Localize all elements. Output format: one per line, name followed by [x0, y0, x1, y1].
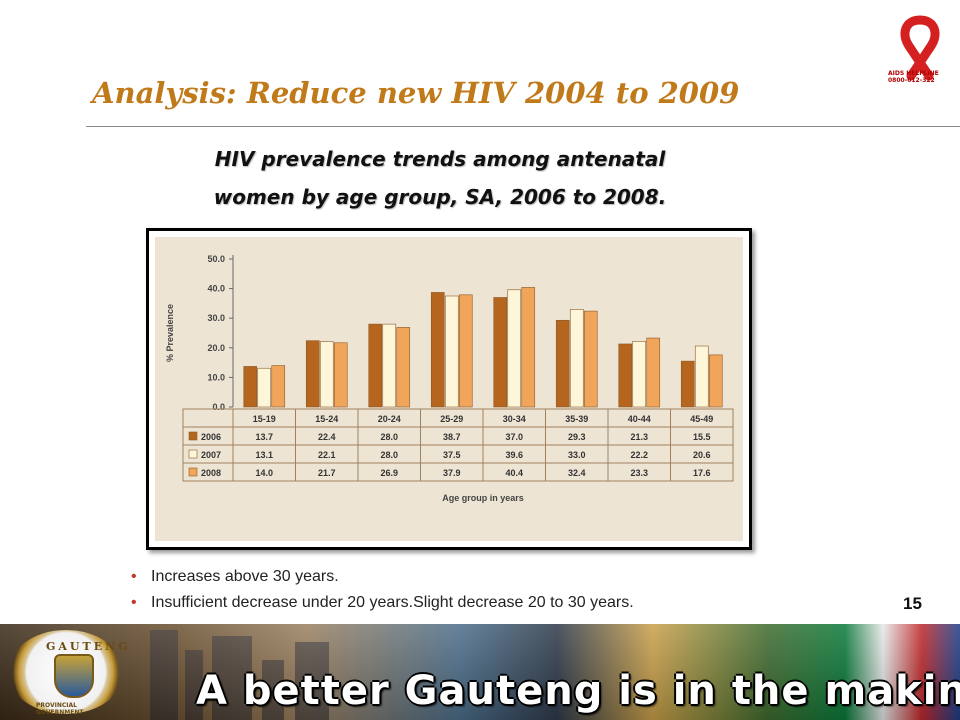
- data-label: 20.6: [693, 450, 711, 460]
- category-label: 35-39: [565, 414, 588, 424]
- bullet-list: Increases above 30 years. Insufficient d…: [131, 564, 634, 616]
- data-label: 22.1: [318, 450, 336, 460]
- chart-subtitle-line-1: HIV prevalence trends among antenatal: [214, 147, 666, 171]
- category-label: 40-44: [628, 414, 651, 424]
- data-label: 38.7: [443, 432, 461, 442]
- data-label: 26.9: [380, 468, 398, 478]
- data-label: 17.6: [693, 468, 711, 478]
- y-tick-label: 10.0: [207, 372, 225, 382]
- bar-2007: [569, 309, 584, 408]
- data-label: 13.7: [255, 432, 273, 442]
- bar-2007: [319, 341, 334, 408]
- gauteng-seal-logo: GAUTENG PROVINCIAL GOVERNMENT: [8, 630, 128, 716]
- data-label: 32.4: [568, 468, 586, 478]
- seal-subtitle: PROVINCIAL GOVERNMENT: [36, 702, 84, 716]
- bar-2008: [458, 294, 473, 408]
- category-label: 25-29: [440, 414, 463, 424]
- x-axis-label: Age group in years: [442, 493, 524, 503]
- bar-2008: [396, 327, 411, 408]
- seal-name: GAUTENG: [46, 640, 131, 653]
- footer-slogan: A better Gauteng is in the making: [196, 668, 960, 714]
- legend-label: 2006: [201, 432, 221, 442]
- data-label: 39.6: [505, 450, 523, 460]
- bar-2006: [368, 323, 383, 408]
- data-label: 37.5: [443, 450, 461, 460]
- coat-of-arms-icon: [54, 654, 94, 698]
- bar-2006: [555, 319, 570, 408]
- category-label: 45-49: [690, 414, 713, 424]
- legend-label: 2008: [201, 468, 221, 478]
- bar-2006: [618, 343, 633, 408]
- data-label: 40.4: [505, 468, 523, 478]
- data-label: 29.3: [568, 432, 586, 442]
- data-label: 14.0: [255, 468, 273, 478]
- bar-2008: [271, 365, 286, 408]
- data-label: 33.0: [568, 450, 586, 460]
- aids-ribbon-logo: [900, 15, 940, 81]
- y-tick-label: 40.0: [207, 284, 225, 294]
- y-axis-label: % Prevalence: [165, 304, 175, 362]
- category-label: 30-34: [503, 414, 526, 424]
- bar-2007: [382, 323, 397, 408]
- aids-helpline-label: AIDS HELPLINE 0800-012-322: [888, 70, 939, 84]
- chart-subtitle: HIV prevalence trends among antenatal wo…: [140, 140, 740, 216]
- bar-2007: [632, 340, 647, 408]
- bar-2006: [243, 366, 258, 408]
- data-label: 22.2: [630, 450, 648, 460]
- y-tick-label: 50.0: [207, 254, 225, 264]
- bar-2007: [257, 367, 272, 408]
- chart-subtitle-line-2: women by age group, SA, 2006 to 2008.: [213, 185, 667, 209]
- bullet-item: Insufficient decrease under 20 years.Sli…: [131, 590, 634, 616]
- data-label: 21.7: [318, 468, 336, 478]
- bullet-item: Increases above 30 years.: [131, 564, 634, 590]
- legend-label: 2007: [201, 450, 221, 460]
- data-label: 22.4: [318, 432, 336, 442]
- footer-banner: GAUTENG PROVINCIAL GOVERNMENT A better G…: [0, 624, 960, 720]
- category-label: 15-24: [315, 414, 338, 424]
- data-label: 13.1: [255, 450, 273, 460]
- bar-2006: [430, 292, 445, 408]
- bar-2006: [680, 360, 695, 408]
- bar-2006: [493, 297, 508, 408]
- data-label: 15.5: [693, 432, 711, 442]
- chart-frame: 0.0 10.0 20.0 30.0 40.0 50.0 % Prevalence 15-19…: [146, 228, 752, 550]
- data-label: 28.0: [380, 432, 398, 442]
- bar-2008: [333, 342, 348, 408]
- data-label: 23.3: [630, 468, 648, 478]
- bar-2007: [694, 345, 709, 408]
- title-divider: [86, 126, 960, 127]
- y-tick-label: 0.0: [212, 402, 225, 412]
- data-label: 37.0: [505, 432, 523, 442]
- data-label: 21.3: [630, 432, 648, 442]
- category-label: 15-19: [253, 414, 276, 424]
- legend-swatch-2008: [188, 467, 198, 477]
- data-label: 28.0: [380, 450, 398, 460]
- category-label: 20-24: [378, 414, 401, 424]
- bar-2008: [646, 337, 661, 408]
- bar-2007: [507, 289, 522, 408]
- page-number: 15: [903, 594, 922, 613]
- data-label: 37.9: [443, 468, 461, 478]
- bar-2008: [583, 310, 598, 408]
- legend-swatch-2007: [188, 449, 198, 459]
- bar-2006: [305, 340, 320, 408]
- bar-2008: [521, 287, 536, 408]
- bar-2007: [444, 295, 459, 408]
- legend-swatch-2006: [188, 431, 198, 441]
- bar-2008: [708, 354, 723, 408]
- slide-title: Analysis: Reduce new HIV 2004 to 2009: [92, 76, 740, 110]
- y-tick-label: 30.0: [207, 313, 225, 323]
- chart-panel: 0.0 10.0 20.0 30.0 40.0 50.0 % Prevalence 15-19…: [155, 237, 743, 541]
- bar-chart: 0.0 10.0 20.0 30.0 40.0 50.0 % Prevalence 15-19…: [165, 254, 734, 503]
- y-tick-label: 20.0: [207, 343, 225, 353]
